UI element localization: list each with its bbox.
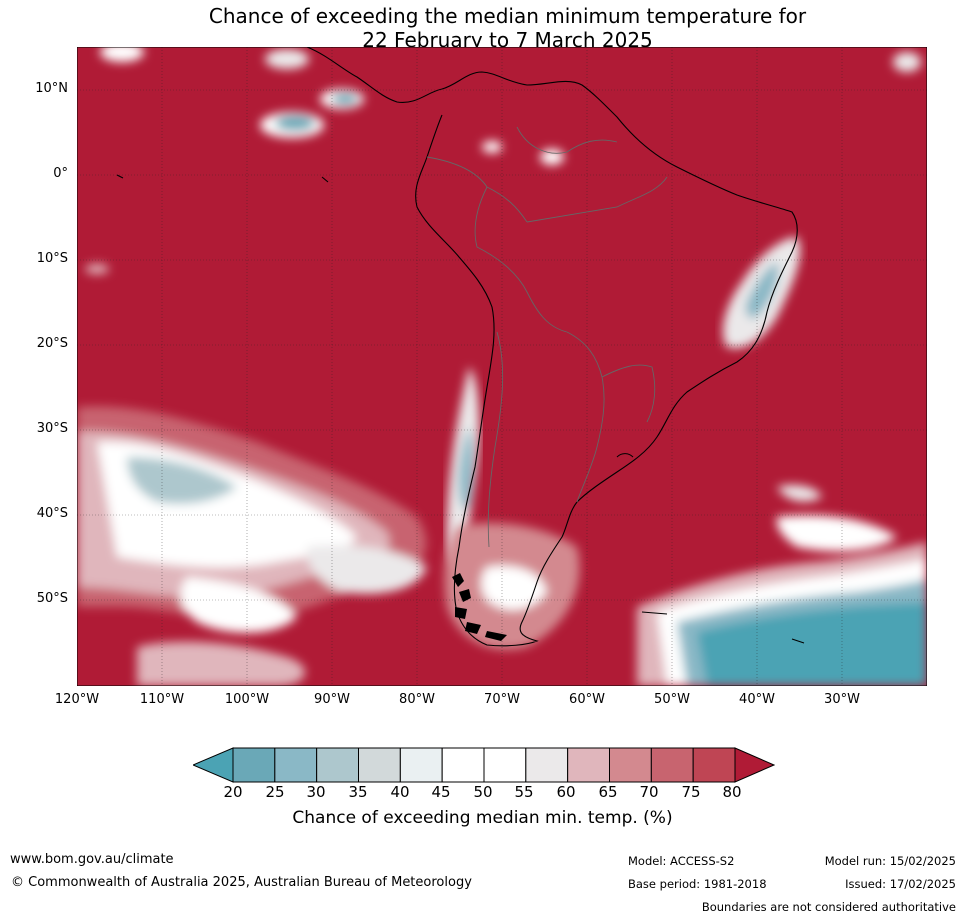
southern-archipelago xyxy=(452,573,507,641)
colorbar-title: Chance of exceeding median min. temp. (%… xyxy=(292,808,673,828)
colorbar-cell xyxy=(274,747,318,783)
colorbar-tick-30: 30 xyxy=(306,783,326,801)
map-title: Chance of exceeding the median minimum t… xyxy=(0,4,965,52)
probability-map xyxy=(77,47,927,686)
copyright-text: © Commonwealth of Australia 2025, Austra… xyxy=(11,875,472,890)
colorbar-cell xyxy=(483,747,527,783)
colorbar-cell xyxy=(650,747,694,783)
southeast-low-probability-region xyxy=(637,485,927,686)
colorbar-cell xyxy=(692,747,736,783)
website-link[interactable]: www.bom.gov.au/climate xyxy=(10,852,174,867)
lat-label-10s: 10°S xyxy=(36,251,68,266)
lon-label-80w: 80°W xyxy=(399,692,435,707)
lon-label-70w: 70°W xyxy=(484,692,520,707)
colorbar-cell xyxy=(441,747,485,783)
base-period-text: Base period: 1981-2018 xyxy=(628,877,767,891)
disclaimer-text: Boundaries are not considered authoritat… xyxy=(701,900,956,914)
colorbar-tick-25: 25 xyxy=(265,783,285,801)
colorbar-cell xyxy=(525,747,569,783)
lat-label-0: 0° xyxy=(53,166,68,181)
colorbar-tick-55: 55 xyxy=(514,783,534,801)
east-brazil-low-probability xyxy=(722,237,801,349)
colorbar-tick-60: 60 xyxy=(556,783,576,801)
lon-label-60w: 60°W xyxy=(569,692,605,707)
lon-label-90w: 90°W xyxy=(314,692,350,707)
model-text: Model: ACCESS-S2 xyxy=(628,854,735,868)
colorbar xyxy=(193,747,775,783)
colorbar-tick-45: 45 xyxy=(431,783,451,801)
issued-text: Issued: 17/02/2025 xyxy=(845,877,956,891)
lon-label-40w: 40°W xyxy=(739,692,775,707)
graticule xyxy=(77,47,927,686)
lat-label-40s: 40°S xyxy=(36,506,68,521)
colorbar-tick-20: 20 xyxy=(223,783,243,801)
colorbar-tick-75: 75 xyxy=(681,783,701,801)
lon-label-30w: 30°W xyxy=(824,692,860,707)
colorbar-extend-low xyxy=(193,747,234,783)
lon-label-50w: 50°W xyxy=(654,692,690,707)
colorbar-cell xyxy=(609,747,652,783)
country-boundaries xyxy=(426,126,668,548)
lat-label-30s: 30°S xyxy=(36,421,68,436)
colorbar-cell xyxy=(358,747,401,783)
colorbar-tick-50: 50 xyxy=(473,783,493,801)
scattered-patches xyxy=(85,47,921,274)
colorbar-tick-65: 65 xyxy=(598,783,618,801)
southwest-low-probability-band xyxy=(77,406,427,686)
lon-label-120w: 120°W xyxy=(54,692,100,707)
lat-label-20s: 20°S xyxy=(36,336,68,351)
colorbar-tick-80: 80 xyxy=(722,783,742,801)
colorbar-cell xyxy=(316,747,359,783)
colorbar-tick-70: 70 xyxy=(639,783,659,801)
model-run-text: Model run: 15/02/2025 xyxy=(824,854,956,868)
colorbar-cell xyxy=(399,747,443,783)
colorbar-cell xyxy=(232,747,276,783)
lon-label-100w: 100°W xyxy=(224,692,270,707)
colorbar-tick-35: 35 xyxy=(348,783,368,801)
colorbar-extend-high xyxy=(734,747,775,783)
lat-label-10n: 10°N xyxy=(35,81,68,96)
lon-label-110w: 110°W xyxy=(139,692,185,707)
title-line-1: Chance of exceeding the median minimum t… xyxy=(208,4,807,28)
colorbar-tick-40: 40 xyxy=(390,783,410,801)
coastline xyxy=(116,47,805,647)
patagonia-mixed-region xyxy=(444,523,580,650)
lat-label-50s: 50°S xyxy=(36,591,68,606)
colorbar-cell xyxy=(567,747,610,783)
